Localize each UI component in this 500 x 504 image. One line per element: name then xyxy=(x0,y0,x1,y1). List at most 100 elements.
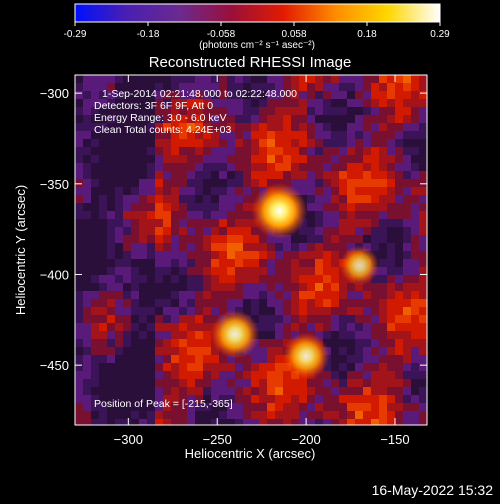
heatmap-cell xyxy=(395,387,403,395)
heatmap-cell xyxy=(403,163,411,171)
heatmap-cell xyxy=(315,179,323,187)
heatmap-cell xyxy=(123,115,131,123)
heatmap-cell xyxy=(379,163,387,171)
heatmap-cell xyxy=(395,83,403,91)
heatmap-cell xyxy=(91,259,99,267)
heatmap-cell xyxy=(147,163,155,171)
heatmap-cell xyxy=(179,107,187,115)
heatmap-cell xyxy=(251,363,259,371)
heatmap-cell xyxy=(211,419,219,425)
heatmap-cell xyxy=(107,259,115,267)
heatmap-cell xyxy=(291,235,299,243)
heatmap-cell xyxy=(91,307,99,315)
heatmap-cell xyxy=(83,267,91,275)
heatmap-cell xyxy=(243,115,251,123)
heatmap-cell xyxy=(163,75,171,83)
heatmap-cell xyxy=(219,307,227,315)
heatmap-cell xyxy=(75,179,83,187)
heatmap-cell xyxy=(331,139,339,147)
heatmap-cell xyxy=(331,323,339,331)
heatmap-cell xyxy=(275,267,283,275)
heatmap-cell xyxy=(99,163,107,171)
heatmap-cell xyxy=(107,91,115,99)
heatmap-cell xyxy=(187,387,195,395)
heatmap-cell xyxy=(411,115,419,123)
heatmap-cell xyxy=(99,251,107,259)
heatmap-cell xyxy=(347,363,355,371)
heatmap-cell xyxy=(267,179,275,187)
heatmap-cell xyxy=(123,227,131,235)
heatmap-cell xyxy=(123,331,131,339)
heatmap-cell xyxy=(339,83,347,91)
heatmap-cell xyxy=(403,315,411,323)
heatmap-cell xyxy=(299,107,307,115)
heatmap-cell xyxy=(379,155,387,163)
heatmap-cell xyxy=(75,139,83,147)
heatmap-cell xyxy=(347,203,355,211)
heatmap-cell xyxy=(155,283,163,291)
heatmap-cell xyxy=(195,323,203,331)
heatmap-cell xyxy=(91,179,99,187)
heatmap-cell xyxy=(235,187,243,195)
heatmap-cell xyxy=(251,99,259,107)
colorbar-tick-label: -0.18 xyxy=(137,29,160,40)
heatmap-cell xyxy=(339,227,347,235)
heatmap-cell xyxy=(275,107,283,115)
heatmap-cell xyxy=(99,123,107,131)
heatmap-cell xyxy=(227,251,235,259)
heatmap-cell xyxy=(203,139,211,147)
heatmap-cell xyxy=(347,147,355,155)
heatmap-cell xyxy=(259,387,267,395)
heatmap-cell xyxy=(363,187,371,195)
heatmap-cell xyxy=(139,419,147,425)
x-axis: −300 −250 −200 −150 xyxy=(114,75,410,447)
heatmap-cell xyxy=(187,83,195,91)
heatmap-cell xyxy=(211,115,219,123)
heatmap-cell xyxy=(179,307,187,315)
heatmap-cell xyxy=(307,387,315,395)
heatmap-cell xyxy=(203,107,211,115)
heatmap-cell xyxy=(179,379,187,387)
heatmap-cell xyxy=(203,347,211,355)
heatmap-cell xyxy=(147,211,155,219)
heatmap-cell xyxy=(187,235,195,243)
heatmap-cell xyxy=(419,275,427,283)
heatmap-cell xyxy=(403,275,411,283)
heatmap-cell xyxy=(179,283,187,291)
heatmap-cell xyxy=(227,227,235,235)
heatmap-cell xyxy=(187,147,195,155)
heatmap-cell xyxy=(203,395,211,403)
annotation-clean-counts: Clean Total counts: 4.24E+03 xyxy=(94,124,231,136)
heatmap-cell xyxy=(179,203,187,211)
heatmap-cell xyxy=(155,107,163,115)
heatmap-cell xyxy=(275,163,283,171)
heatmap-cell xyxy=(171,115,179,123)
heatmap-cell xyxy=(315,419,323,425)
heatmap-cell xyxy=(171,171,179,179)
heatmap-cell xyxy=(139,171,147,179)
heatmap-cell xyxy=(171,355,179,363)
heatmap-cell xyxy=(275,251,283,259)
heatmap-cell xyxy=(155,75,163,83)
heatmap-cell xyxy=(355,75,363,83)
heatmap-cell xyxy=(307,283,315,291)
heatmap-cell xyxy=(83,123,91,131)
heatmap-cell xyxy=(179,371,187,379)
heatmap-cell xyxy=(403,203,411,211)
heatmap-cell xyxy=(195,283,203,291)
heatmap-cell xyxy=(347,187,355,195)
heatmap-cell xyxy=(131,275,139,283)
heatmap-cell xyxy=(171,139,179,147)
heatmap-cell xyxy=(163,219,171,227)
heatmap-cell xyxy=(219,243,227,251)
heatmap-cell xyxy=(75,371,83,379)
heatmap-cell xyxy=(251,355,259,363)
heatmap-cell xyxy=(155,187,163,195)
heatmap-cell xyxy=(259,355,267,363)
heatmap-cell xyxy=(83,179,91,187)
heatmap-cell xyxy=(347,283,355,291)
heatmap-cell xyxy=(83,227,91,235)
heatmap-cell xyxy=(163,299,171,307)
heatmap-cell xyxy=(339,139,347,147)
heatmap-cell xyxy=(99,155,107,163)
